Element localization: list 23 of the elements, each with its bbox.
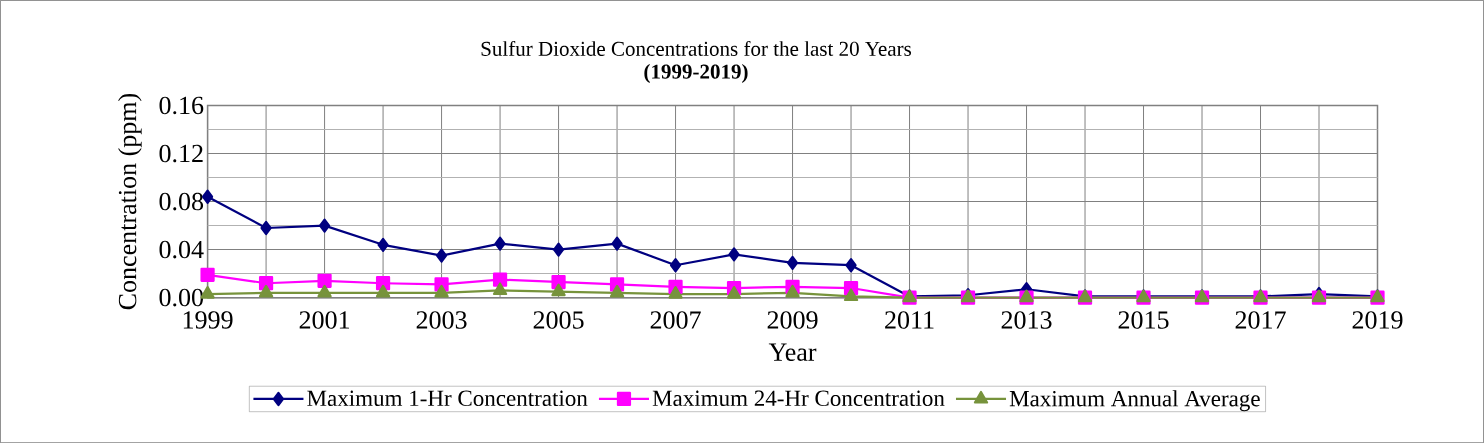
x-tick-label: 2013 [1001, 311, 1052, 329]
y-tick-label: 0.12 [159, 144, 203, 163]
x-tick-label: 2005 [533, 311, 584, 329]
y-tick-label: 0.04 [159, 240, 204, 259]
x-tick-label: 2011 [885, 311, 934, 329]
x-tick-label: 2017 [1235, 311, 1286, 329]
x-tick-label: 2015 [1118, 311, 1169, 329]
y-tick-label: 0.00 [159, 288, 204, 307]
legend-label: Maximum 24-Hr Concentration [652, 390, 945, 406]
chart-title: Sulfur Dioxide Concentrations for the last 20 Years [481, 40, 912, 56]
y-axis-title: Concentration (ppm) [118, 93, 142, 310]
x-tick-label: 2019 [1352, 311, 1403, 329]
chart-subtitle: (1999-2019) [644, 63, 748, 83]
x-tick-label: 2007 [650, 311, 701, 329]
y-tick-label: 0.16 [159, 96, 204, 115]
y-tick-label: 0.08 [159, 192, 204, 211]
x-tick-label: 2003 [416, 311, 467, 329]
x-axis-title: Year [768, 343, 817, 361]
legend-label: Maximum Annual Average [1009, 390, 1260, 412]
legend-label: Maximum 1-Hr Concentration [307, 390, 588, 406]
x-tick-label: 2001 [299, 311, 350, 329]
x-tick-label: 2009 [767, 311, 818, 329]
x-tick-label: 1999 [183, 311, 233, 329]
